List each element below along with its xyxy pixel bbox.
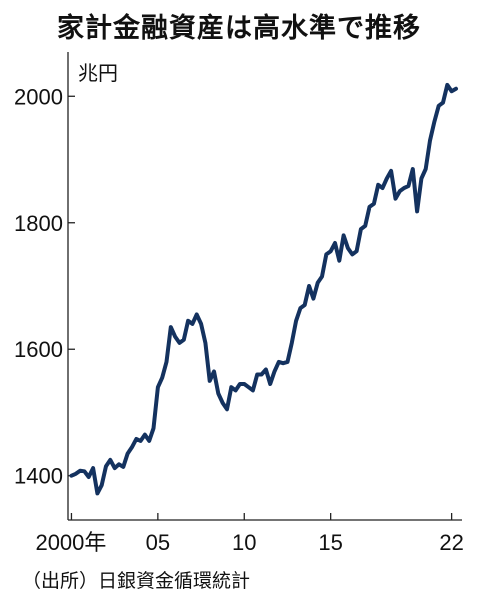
y-tick-label: 1600 — [14, 337, 63, 362]
y-tick-label: 1400 — [14, 464, 63, 489]
x-tick-label: 10 — [232, 530, 256, 555]
y-axis-unit-label: 兆円 — [78, 61, 118, 85]
x-tick-label: 05 — [146, 530, 170, 555]
source-note: （出所）日銀資金循環統計 — [22, 570, 251, 592]
axes — [67, 52, 462, 521]
chart-title: 家計金融資産は高水準で推移 — [57, 13, 421, 44]
x-tick-label: 15 — [318, 530, 342, 555]
y-tick-label: 2000 — [14, 84, 63, 109]
x-tick-label: 2000年 — [35, 530, 106, 555]
series-line — [69, 82, 458, 496]
y-tick-label: 1800 — [14, 211, 63, 236]
y-ticks: 1400 1600 1800 2000 — [14, 84, 75, 489]
x-ticks: 2000年 05 10 15 22 — [35, 513, 464, 555]
x-tick-label: 22 — [439, 530, 463, 555]
